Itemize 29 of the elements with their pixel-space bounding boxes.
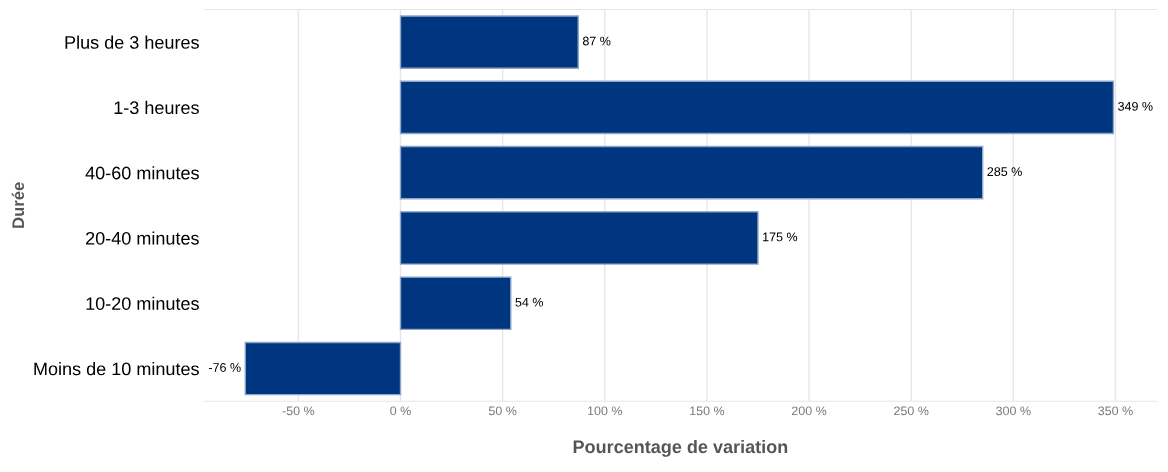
x-tick-label: -50 % (282, 406, 315, 416)
data-label: 54 % (515, 297, 544, 307)
y-tick-label: 40-60 minutes (85, 166, 199, 180)
bar (399, 211, 759, 265)
y-tick-label: 20-40 minutes (86, 231, 199, 245)
x-tick-label: 150 % (690, 406, 725, 416)
x-tick-label: 100 % (588, 406, 623, 416)
bar (244, 341, 402, 396)
y-tick-label: Plus de 3 heures (65, 35, 199, 49)
data-label: 285 % (987, 167, 1022, 177)
bar (399, 145, 984, 200)
data-label: 175 % (763, 232, 798, 242)
y-tick-label: 10-20 minutes (86, 296, 199, 310)
data-label: 349 % (1118, 101, 1153, 111)
y-tick-label: 1-3 heures (114, 100, 199, 115)
y-axis-title: Durée (11, 182, 25, 228)
x-tick-label: 200 % (791, 406, 827, 416)
y-tick-label: Moins de 10 minutes (34, 362, 199, 376)
x-tick-label: 350 % (1098, 406, 1133, 416)
x-axis-title: Pourcentage de variation (573, 439, 788, 457)
x-tick-label: 50 % (488, 406, 517, 416)
data-label: 87 % (582, 36, 611, 46)
data-label: -76 % (208, 363, 241, 372)
x-tick-label: 0 % (390, 406, 411, 416)
bar (399, 80, 1115, 135)
x-tick-label: 300 % (996, 406, 1031, 416)
x-tick-label: 250 % (894, 406, 929, 416)
bar (399, 276, 512, 331)
bar (399, 15, 579, 69)
